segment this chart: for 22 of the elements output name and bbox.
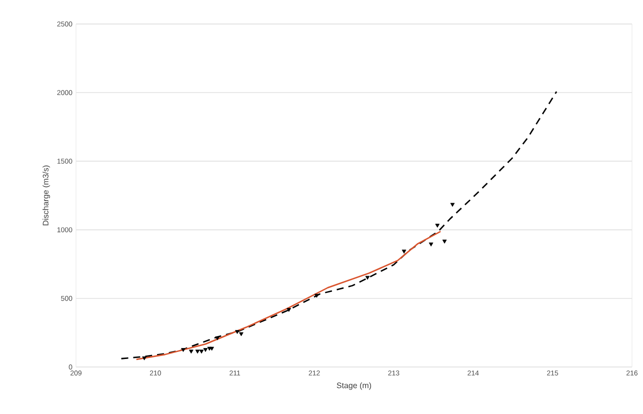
- point: [442, 240, 447, 244]
- point: [450, 202, 455, 207]
- point: [314, 294, 319, 298]
- point: [435, 224, 440, 228]
- point: [210, 346, 214, 351]
- point: [235, 330, 240, 334]
- point: [195, 350, 200, 354]
- line-series: [136, 230, 442, 360]
- line-series: [120, 90, 558, 360]
- point: [188, 350, 194, 354]
- point: [203, 348, 208, 352]
- point: [181, 348, 186, 352]
- y-axis-title: Discharge (m3/s): [42, 166, 50, 226]
- x-axis-title: Stage (m): [336, 382, 372, 390]
- point: [239, 332, 244, 336]
- point: [199, 350, 204, 354]
- point: [286, 308, 292, 312]
- point: [142, 356, 147, 360]
- point: [402, 250, 406, 254]
- point: [365, 276, 370, 280]
- point: [428, 242, 434, 246]
- point: [215, 336, 220, 340]
